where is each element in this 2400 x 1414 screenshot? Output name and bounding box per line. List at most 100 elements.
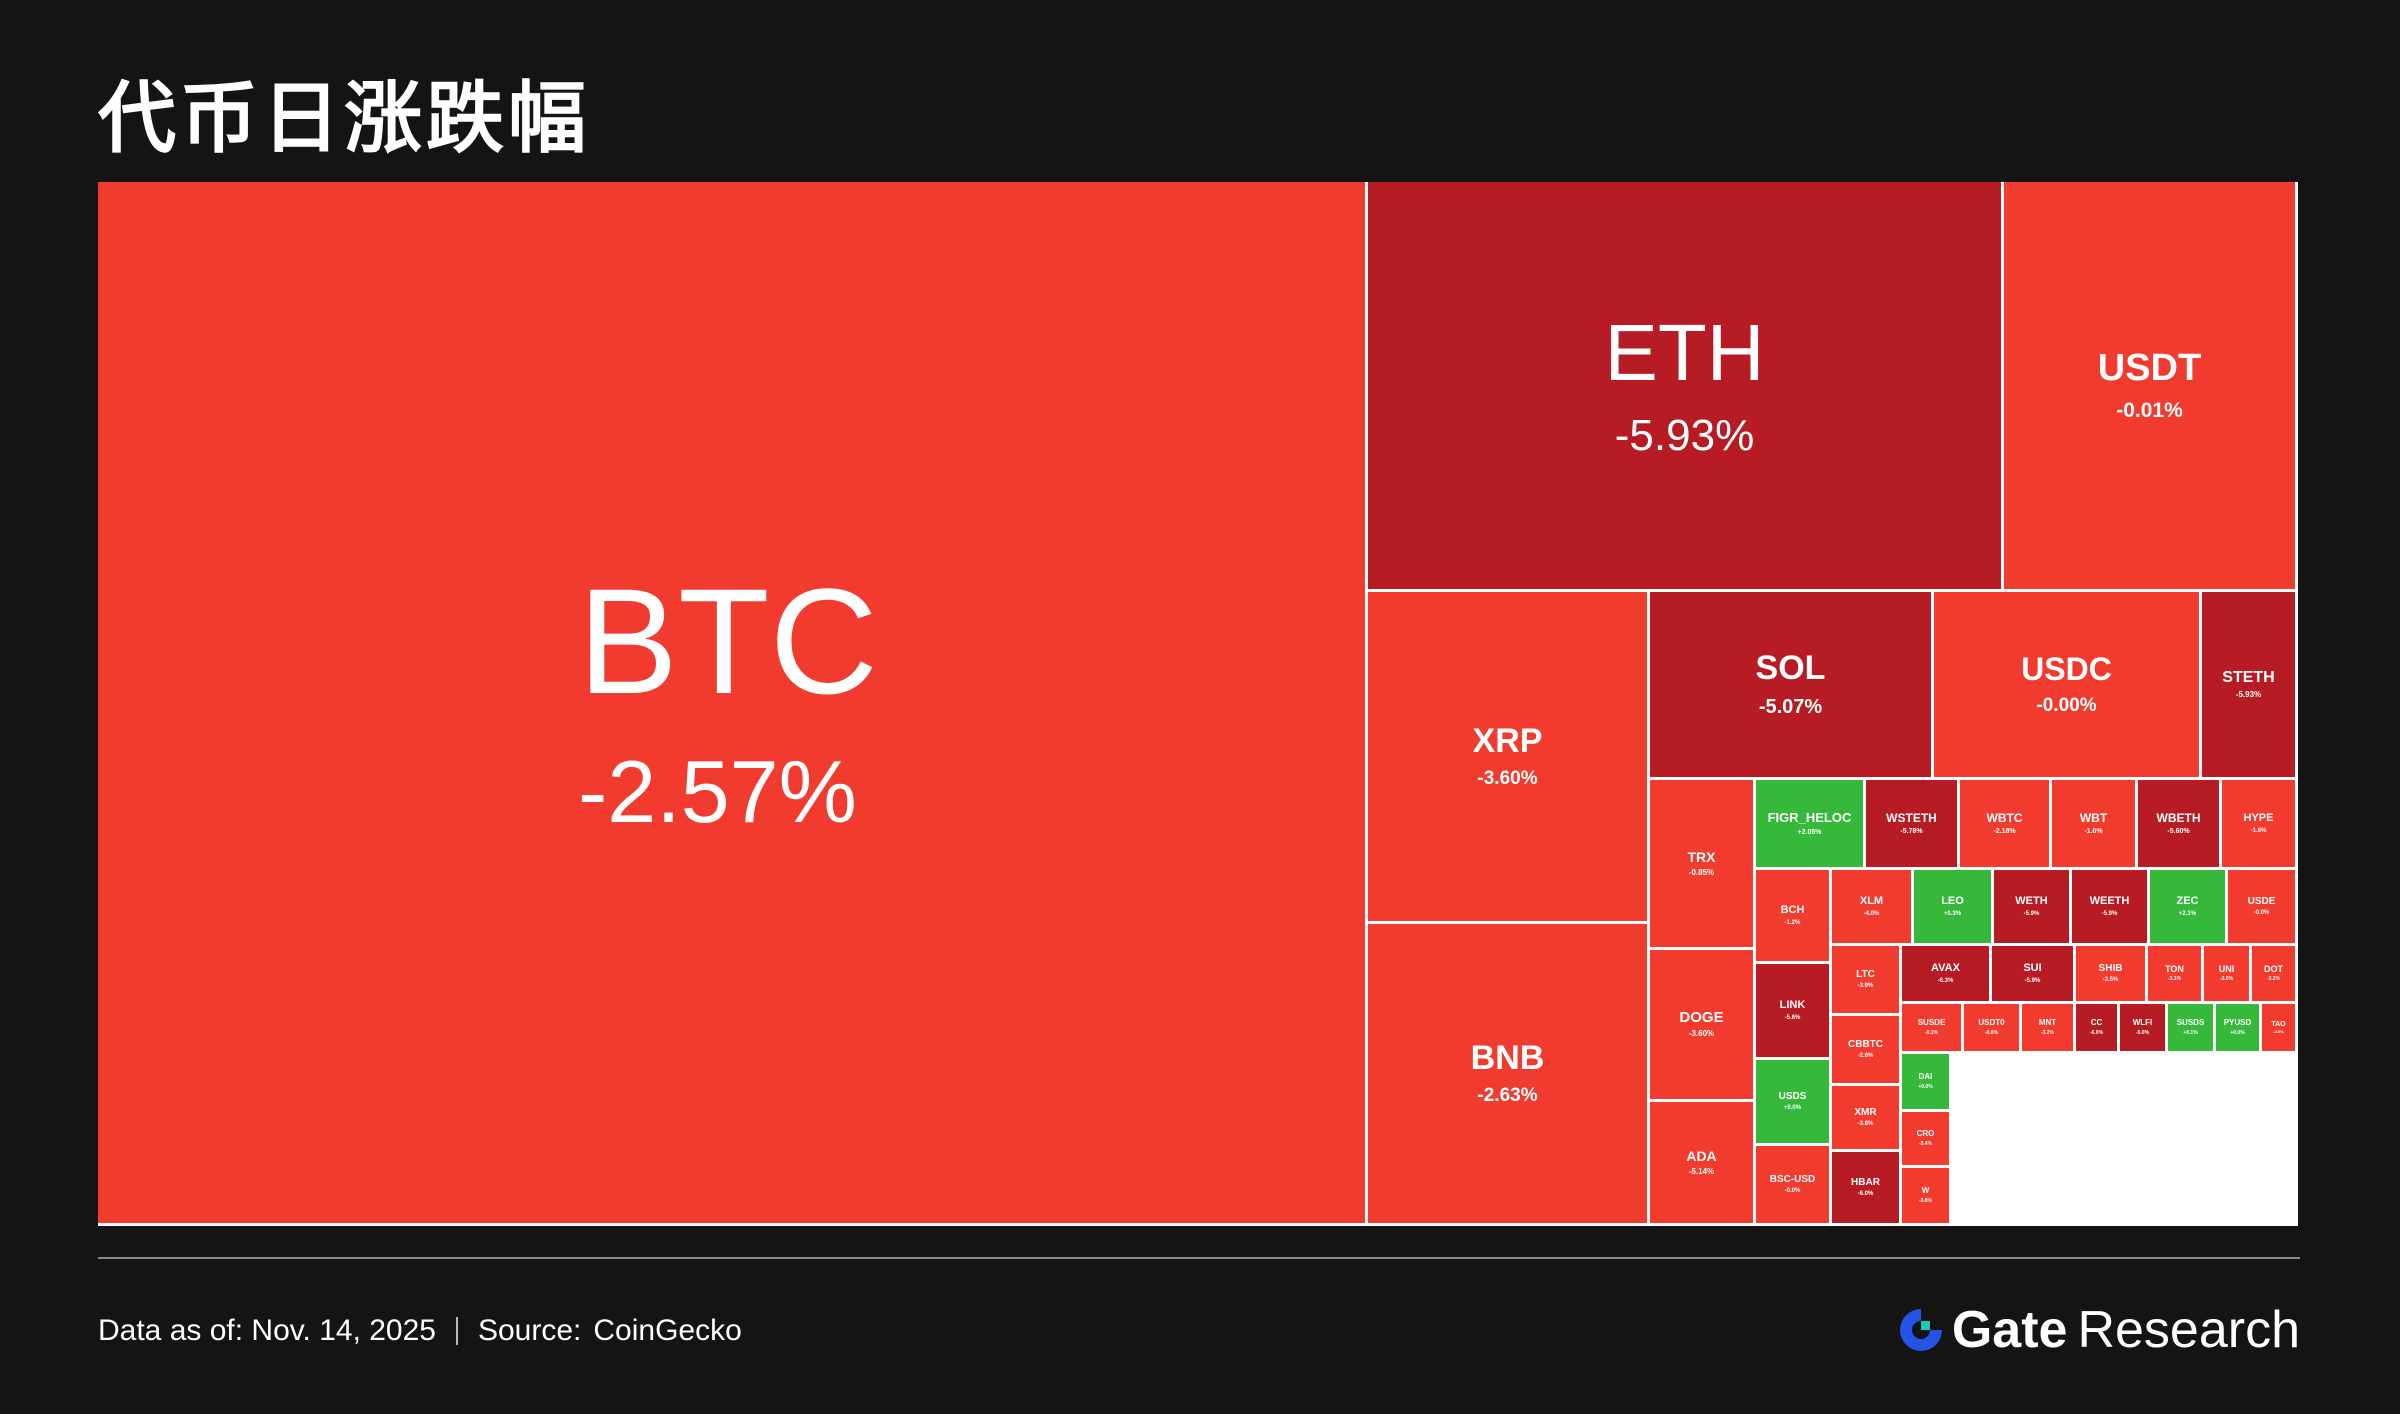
tile-change: -0.1%	[1924, 1029, 1939, 1036]
tile-change: -5.0%	[2135, 1029, 2150, 1036]
tile-change: -5.78%	[1900, 828, 1923, 836]
tile-change: -5.60%	[2167, 828, 2190, 836]
tile-change: -1.2%	[1784, 919, 1801, 926]
treemap-tile-link: LINK -5.6%	[1756, 964, 1832, 1060]
treemap-tile-tao: TAO -4.0%	[2262, 1004, 2298, 1054]
tile-symbol: BSC-USD	[1769, 1173, 1816, 1185]
treemap-tile-susds: SUSDS +0.1%	[2168, 1004, 2216, 1054]
treemap-tile-eth: ETH -5.93%	[1368, 182, 2004, 592]
treemap-tile-wbt: WBT -1.0%	[2052, 780, 2138, 870]
tile-change: -5.93%	[2235, 689, 2262, 699]
tile-symbol: XLM	[1859, 895, 1884, 908]
tile-symbol: HYPE	[2243, 812, 2274, 825]
tile-symbol: WBTC	[1986, 810, 2023, 825]
tile-change: -0.0%	[1984, 1029, 1999, 1036]
tile-symbol: WEETH	[2089, 895, 2130, 908]
tile-symbol: LTC	[1856, 968, 1875, 980]
tile-symbol: BNB	[1470, 1038, 1545, 1077]
treemap-tile-xmr: XMR -3.8%	[1832, 1086, 1902, 1152]
tile-symbol: WLFI	[2132, 1018, 2153, 1028]
tile-symbol: PYUSD	[2223, 1018, 2252, 1028]
tile-symbol: WSTETH	[1886, 810, 1937, 825]
tile-change: -0.85%	[1688, 867, 1715, 877]
treemap-tile-usds: USDS +0.0%	[1756, 1060, 1832, 1146]
brand-logo: Gate Research	[1896, 1300, 2300, 1360]
treemap-tile-xlm: XLM -4.0%	[1832, 870, 1914, 946]
treemap-tile-usdt0: USDT0 -0.0%	[1964, 1004, 2022, 1054]
tile-symbol: BTC	[578, 557, 878, 726]
tile-change: -2.57%	[578, 742, 857, 842]
tile-change: -0.01%	[2116, 398, 2183, 422]
treemap-tile-w: W -3.8%	[1902, 1168, 1952, 1226]
tile-symbol: SUI	[2023, 962, 2042, 975]
tile-change: -6.0%	[1857, 1191, 1874, 1198]
tile-symbol: BCH	[1780, 904, 1805, 917]
footer-info: Data as of: Nov. 14, 2025 Source: CoinGe…	[98, 1314, 742, 1348]
tile-symbol: CC	[2090, 1018, 2103, 1028]
gate-logo-icon	[1899, 1309, 1942, 1351]
footer-divider	[98, 1257, 2300, 1259]
tile-symbol: USDS	[1778, 1090, 1807, 1102]
tile-symbol: WETH	[2015, 895, 2048, 908]
treemap-tile-dai: DAI +0.0%	[1902, 1054, 1952, 1112]
tile-symbol: SUSDE	[1917, 1018, 1946, 1028]
tile-symbol: AVAX	[1931, 962, 1960, 975]
treemap-tile-usde: USDE -0.0%	[2228, 870, 2298, 946]
tile-symbol: TON	[2165, 963, 2184, 974]
tile-symbol: USDT	[2097, 347, 2202, 390]
treemap-tile-hype: HYPE -1.6%	[2222, 780, 2298, 870]
treemap-tile-trx: TRX -0.85%	[1650, 780, 1756, 950]
tile-change: +0.3%	[1943, 910, 1962, 917]
brand-name: Gate	[1951, 1301, 2068, 1359]
treemap-tile-hbar: HBAR -6.0%	[1832, 1152, 1902, 1226]
treemap-tile-usdt: USDT -0.01%	[2004, 182, 2298, 592]
tile-change: -3.8%	[1918, 1197, 1933, 1204]
tile-symbol: USDC	[2021, 650, 2112, 687]
treemap-tile-mnt: MNT -3.2%	[2022, 1004, 2076, 1054]
tile-symbol: DOT	[2264, 963, 2283, 974]
tile-symbol: SUSDS	[2176, 1018, 2205, 1028]
tile-change: -3.8%	[1857, 1121, 1874, 1128]
tile-change: -3.60%	[1688, 1029, 1715, 1039]
tile-change: -6.0%	[2089, 1029, 2104, 1036]
treemap-tile-pyusd: PYUSD +0.0%	[2216, 1004, 2262, 1054]
treemap-tile-wbtc: WBTC -2.18%	[1960, 780, 2052, 870]
tile-symbol: ETH	[1604, 308, 1765, 398]
tile-change: -3.5%	[2102, 977, 2119, 984]
treemap-tile-leo: LEO +0.3%	[1914, 870, 1994, 946]
tile-change: -1.0%	[2084, 828, 2103, 836]
treemap-tile-wlfi: WLFI -5.0%	[2120, 1004, 2168, 1054]
treemap-tile-bnb: BNB -2.63%	[1368, 924, 1650, 1226]
treemap-tile-shib: SHIB -3.5%	[2076, 946, 2148, 1004]
treemap-tile-weeth: WEETH -5.9%	[2072, 870, 2150, 946]
treemap-tile-steth: STETH -5.93%	[2202, 592, 2298, 780]
tile-change: -0.0%	[1784, 1188, 1801, 1195]
tile-change: -6.3%	[1937, 977, 1954, 984]
treemap-tile-bsc-usd: BSC-USD -0.0%	[1756, 1146, 1832, 1226]
tile-change: -4.0%	[2273, 1029, 2284, 1035]
tile-symbol: XMR	[1854, 1106, 1877, 1118]
treemap-tile-weth: WETH -5.9%	[1994, 870, 2072, 946]
tile-change: +0.1%	[2183, 1029, 2198, 1036]
brand-suffix: Research	[2077, 1301, 2300, 1359]
tile-change: +2.05%	[1797, 828, 1822, 836]
tile-change: -3.0%	[2219, 976, 2234, 983]
treemap-tile-usdc: USDC -0.00%	[1934, 592, 2202, 780]
treemap-tile-cbbtc: CBBTC -2.6%	[1832, 1016, 1902, 1086]
tile-change: +0.0%	[2230, 1029, 2245, 1036]
tile-change: -2.18%	[1993, 828, 2016, 836]
page-title: 代币日涨跌幅	[98, 74, 591, 164]
tile-change: -3.9%	[1857, 983, 1874, 990]
tile-change: -5.93%	[1614, 411, 1755, 461]
tile-symbol: DAI	[1918, 1072, 1933, 1082]
tile-symbol: LEO	[1941, 895, 1964, 908]
tile-symbol: SOL	[1755, 649, 1826, 688]
tile-symbol: SHIB	[2098, 962, 2123, 974]
treemap-tile-xrp: XRP -3.60%	[1368, 592, 1650, 924]
treemap-tile-zec: ZEC +2.1%	[2150, 870, 2228, 946]
tile-symbol: CRO	[1916, 1129, 1935, 1139]
tile-change: +0.0%	[1783, 1105, 1802, 1112]
source-label: Source:	[477, 1314, 582, 1347]
treemap-tile-susde: SUSDE -0.1%	[1902, 1004, 1964, 1054]
treemap-tile-avax: AVAX -6.3%	[1902, 946, 1992, 1004]
